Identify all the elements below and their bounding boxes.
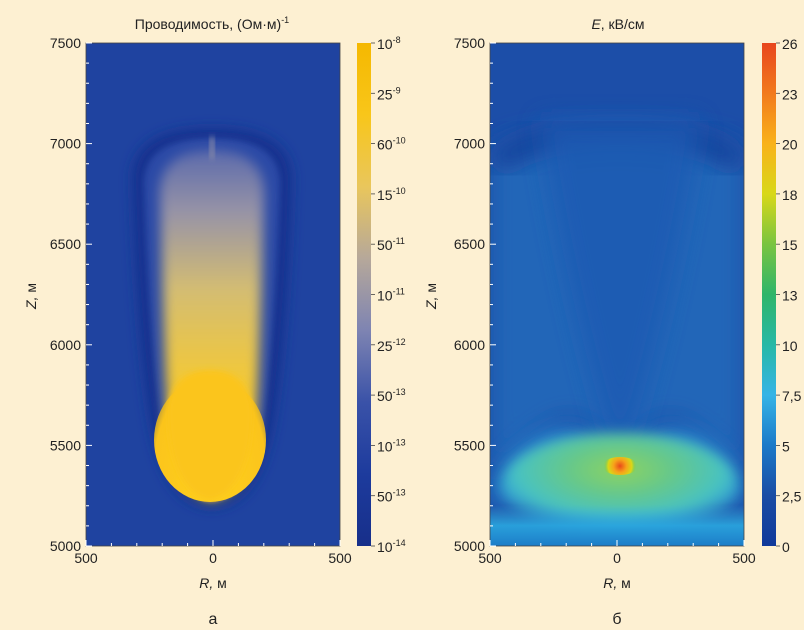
panel-b-colorbar-label: 23 bbox=[782, 86, 798, 102]
panel-b-colorbar-label: 13 bbox=[782, 288, 798, 304]
panel-b-x-tick-label: 0 bbox=[613, 550, 621, 566]
panel-b-colorbar: 26 23 20 18 15 13 10 7,5 5 2,5 0 bbox=[762, 36, 802, 555]
panel-b-hotspot bbox=[602, 457, 638, 475]
panel-a-y-tick-label: 5500 bbox=[50, 437, 81, 453]
panel-b-x-tick-label: 500 bbox=[732, 550, 756, 566]
panel-a-colorbar-label: 25-12 bbox=[377, 337, 406, 354]
panel-a-heatmap bbox=[86, 43, 340, 546]
panel-a-x-ticks: 500 0 500 bbox=[74, 540, 352, 566]
panel-a-label: а bbox=[209, 611, 218, 628]
panel-b-y-ticks: 7500 7000 6500 6000 5500 5000 bbox=[454, 35, 496, 554]
panel-a-y-ticks: 7500 7000 6500 6000 5500 5000 bbox=[50, 35, 92, 554]
panel-b: E, кВ/см 500 0 500 75007000650060005500500… bbox=[423, 16, 802, 628]
panel-b-y-tick-label: 5500 bbox=[454, 437, 485, 453]
panel-a-colorbar-label: 50-11 bbox=[377, 236, 405, 253]
panel-b-x-tick-label: 500 bbox=[478, 550, 502, 566]
panel-b-colorbar-label: 0 bbox=[782, 539, 790, 555]
panel-a-y-tick-label: 5000 bbox=[50, 538, 81, 554]
panel-a-colorbar-label: 15-10 bbox=[377, 186, 406, 203]
panel-a-x-tick-label: 500 bbox=[328, 550, 352, 566]
panel-b-cone bbox=[540, 120, 700, 465]
panel-a-colorbar-label: 50-13 bbox=[377, 387, 406, 404]
panel-a: Проводимость, (Ом·м)-1 500 0 500 750070006… bbox=[23, 15, 406, 628]
panel-a-colorbar-label: 10-11 bbox=[377, 287, 405, 304]
panel-b-xlabel: R, м bbox=[603, 575, 631, 591]
panel-b-x-ticks: 500 0 500 bbox=[478, 540, 756, 566]
panel-b-y-tick-label: 7500 bbox=[454, 35, 485, 51]
panel-b-colorbar-label: 26 bbox=[782, 36, 798, 52]
panel-a-colorbar: 10-8 25-9 60-10 15-10 50-11 10-11 25-12 50-13 10… bbox=[357, 35, 406, 555]
panel-a-colorbar-label: 50-13 bbox=[377, 488, 406, 505]
panel-b-label: б bbox=[612, 611, 621, 628]
panel-a-colorbar-label: 10-14 bbox=[377, 538, 406, 555]
panel-b-y-tick-label: 6000 bbox=[454, 337, 485, 353]
panel-b-colorbar-label: 10 bbox=[782, 338, 798, 354]
panel-a-colorbar-scale bbox=[357, 43, 371, 546]
panel-a-y-tick-label: 7000 bbox=[50, 136, 81, 152]
panel-a-colorbar-label: 25-9 bbox=[377, 85, 401, 102]
panel-a-x-tick-label: 500 bbox=[74, 550, 98, 566]
panel-a-y-tick-label: 6500 bbox=[50, 236, 81, 252]
panel-b-y-tick-label: 6500 bbox=[454, 236, 485, 252]
panel-a-colorbar-label: 10-8 bbox=[377, 35, 401, 52]
panel-a-y-tick-label: 6000 bbox=[50, 337, 81, 353]
panel-b-colorbar-scale bbox=[762, 43, 776, 546]
panel-b-y-tick-label: 5000 bbox=[454, 538, 485, 554]
panel-a-xlabel: R, м bbox=[199, 575, 227, 591]
panel-a-y-tick-label: 7500 bbox=[50, 35, 81, 51]
panel-b-bottom bbox=[490, 505, 744, 546]
panel-b-colorbar-label: 2,5 bbox=[782, 489, 802, 505]
panel-b-ylabel: Z, м bbox=[423, 283, 439, 310]
panel-b-colorbar-label: 7,5 bbox=[782, 388, 802, 404]
panel-b-y-tick-label: 7000 bbox=[454, 136, 485, 152]
panel-a-x-tick-label: 0 bbox=[209, 550, 217, 566]
panel-b-colorbar-label: 18 bbox=[782, 187, 798, 203]
panel-b-colorbar-label: 20 bbox=[782, 137, 798, 153]
panel-a-ylabel: Z, м bbox=[23, 283, 39, 310]
panel-b-colorbar-label: 5 bbox=[782, 438, 790, 454]
panel-a-core-body bbox=[167, 370, 253, 500]
panel-b-colorbar-label: 15 bbox=[782, 237, 798, 253]
panel-a-colorbar-label: 60-10 bbox=[377, 136, 406, 153]
panel-b-title: E, кВ/см bbox=[591, 16, 644, 32]
panel-a-title: Проводимость, (Ом·м)-1 bbox=[135, 15, 289, 32]
panel-a-colorbar-label: 10-13 bbox=[377, 437, 406, 454]
panel-a-tip bbox=[210, 137, 214, 159]
panel-b-heatmap bbox=[490, 43, 744, 546]
